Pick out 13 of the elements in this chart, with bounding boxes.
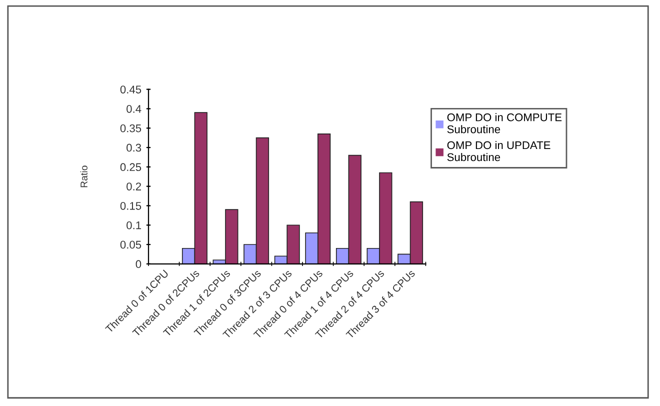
y-tick-label: 0.1 <box>126 221 142 230</box>
y-tick-label: 0.2 <box>126 182 141 190</box>
legend-label: OMP DO in COMPUTE Subroutine <box>447 113 562 134</box>
y-tick-label: 0.05 <box>120 240 142 249</box>
y-tick-label: 0 <box>136 260 142 268</box>
y-tick-label: 0.35 <box>120 124 142 132</box>
y-tick-label: 0.45 <box>120 86 142 94</box>
y-tick-label: 0.15 <box>120 202 142 210</box>
y-tick-label: 0.25 <box>120 163 142 172</box>
y-tick-label: 0.3 <box>126 144 142 152</box>
y-tick-label: 0.4 <box>126 104 142 113</box>
legend-label: OMP DO in UPDATE Subroutine <box>447 140 550 162</box>
y-axis-title: Ratio <box>80 166 88 188</box>
